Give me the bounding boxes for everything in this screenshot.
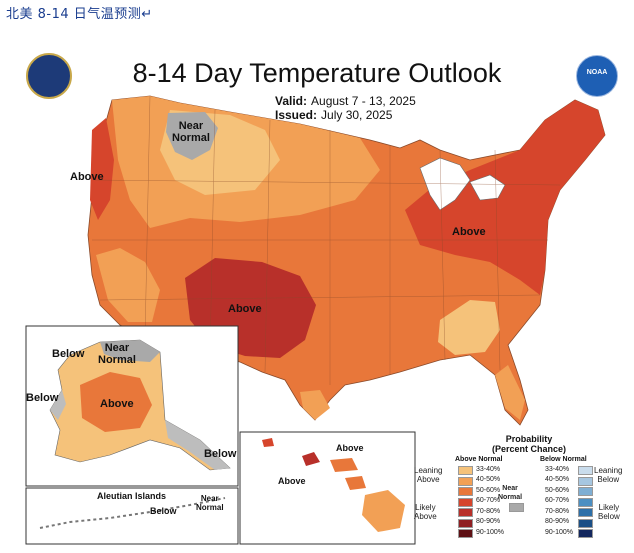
- east-above-region: [405, 100, 605, 295]
- hawaii-island-1: [262, 438, 274, 447]
- legend-above-swatch: [458, 518, 473, 528]
- page-title: 8-14 Day Temperature Outlook: [132, 58, 502, 88]
- legend-leaning-below: Leaning Below: [594, 466, 623, 484]
- legend-below-label: 60-70%: [545, 497, 570, 504]
- legend-below-swatch: [578, 476, 593, 486]
- hawaii-island-2: [302, 452, 320, 466]
- legend-above-swatch: [458, 466, 473, 475]
- alaska-above-label: Above: [100, 398, 134, 410]
- legend-above-label: 60-70%: [476, 497, 501, 504]
- legend-near-head: Near Normal: [498, 485, 523, 501]
- legend-leaning-above: Leaning Above: [414, 466, 443, 484]
- hawaii-island-4: [345, 476, 366, 490]
- aleutian-below-label: Below: [150, 506, 177, 516]
- legend-below-head: Below Normal: [540, 456, 587, 463]
- issued-line: Issued: July 30, 2025: [275, 108, 392, 122]
- state-borders: [92, 95, 561, 385]
- legend-below-label: 40-50%: [545, 476, 570, 483]
- legend-below-swatch: [578, 487, 593, 496]
- caption: 北美 8-14 日气温预测↵: [6, 7, 153, 22]
- legend-below-swatch: [578, 497, 593, 507]
- valid-value: August 7 - 13, 2025: [311, 94, 416, 108]
- southeast-light-region: [438, 300, 500, 355]
- legend-likely-above: Likely Above: [414, 503, 437, 521]
- alaska-below-west-label: Below: [26, 392, 59, 404]
- legend-below-label: 80-90%: [545, 518, 570, 525]
- valid-line: Valid: August 7 - 13, 2025: [275, 94, 416, 108]
- noaa-logo-icon: NOAA: [576, 55, 618, 97]
- alaska-se-gray: [165, 420, 230, 470]
- alaska-above-region: [80, 372, 152, 432]
- legend-above-swatch: [458, 476, 473, 486]
- texas-coast-light-region: [300, 390, 330, 420]
- legend-above-swatch: [458, 529, 473, 538]
- aleutian-near-normal-label: Near Normal: [196, 494, 224, 512]
- legend-below-swatch: [578, 529, 593, 538]
- legend-above-swatch: [458, 497, 473, 507]
- legend-above-label: 40-50%: [476, 476, 501, 483]
- legend-above-label: 70-80%: [476, 507, 501, 515]
- hawaii-big-island: [362, 490, 405, 532]
- legend-above-head: Above Normal: [455, 456, 503, 463]
- legend-below-label: 90-100%: [545, 528, 574, 536]
- hawaii-above-label-1: Above: [336, 443, 364, 453]
- legend-above-label: 33-40%: [476, 465, 501, 473]
- legend-title: Probability (Percent Chance): [491, 434, 567, 454]
- above-east-label: Above: [452, 226, 486, 238]
- legend-above-label: 90-100%: [476, 528, 505, 536]
- alaska-near-normal-region: [100, 340, 160, 362]
- alaska-west-gray: [50, 390, 66, 420]
- legend-above-label: 80-90%: [476, 518, 501, 525]
- california-light-region: [96, 248, 160, 322]
- alaska-below-north-label: Below: [52, 348, 85, 360]
- above-southwest-label: Above: [228, 303, 262, 315]
- legend-below-swatch: [578, 518, 593, 528]
- florida-light-region: [495, 365, 525, 420]
- valid-label: Valid:: [275, 94, 308, 108]
- aleutian-title: Aleutian Islands: [97, 491, 167, 501]
- noaa-text: NOAA: [586, 69, 608, 76]
- legend-below-label: 70-80%: [545, 507, 570, 515]
- aleutian-islands: [39, 497, 226, 529]
- legend-below-swatch: [578, 466, 593, 475]
- west-coast-region: [90, 118, 114, 220]
- legend-above-swatch: [458, 508, 473, 517]
- aleutian-inset-box: [25, 487, 239, 545]
- near-normal-region: [166, 112, 218, 160]
- department-seal-icon: [26, 53, 72, 99]
- legend-below-label: 33-40%: [545, 465, 570, 473]
- above-west-label: Above: [70, 171, 104, 183]
- issued-value: July 30, 2025: [321, 108, 393, 122]
- alaska-near-normal-label: Near Normal: [98, 342, 136, 366]
- legend-below-swatch: [578, 508, 593, 517]
- hawaii-above-label-2: Above: [278, 476, 306, 486]
- legend-below-label: 50-60%: [545, 486, 570, 494]
- legend-near-swatch: [509, 503, 524, 512]
- near-normal-label: Near Normal: [172, 120, 210, 144]
- legend-above-swatch: [458, 487, 473, 496]
- legend-likely-below: Likely Below: [598, 503, 620, 521]
- alaska-below-se-label: Below: [204, 448, 237, 460]
- legend-above-label: 50-60%: [476, 486, 501, 494]
- issued-label: Issued:: [275, 108, 318, 122]
- hawaii-island-3: [330, 458, 358, 472]
